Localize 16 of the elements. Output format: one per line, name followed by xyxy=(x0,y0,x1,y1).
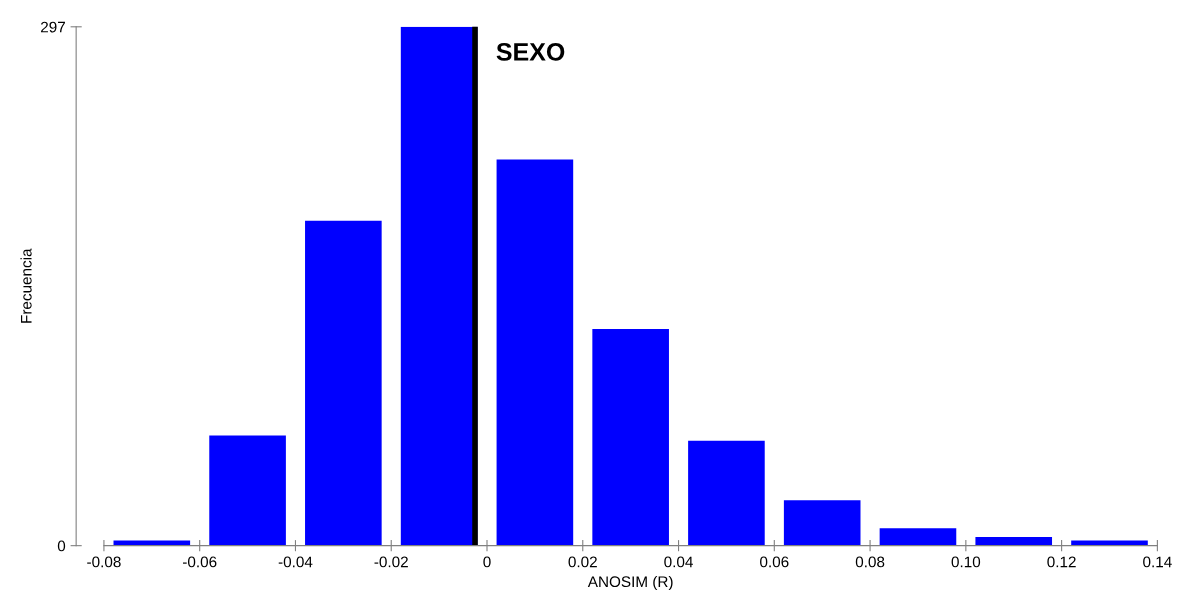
x-tick-label: 0.10 xyxy=(951,556,981,568)
x-tick-label: -0.08 xyxy=(87,556,121,568)
x-tick-label: 0.02 xyxy=(568,556,597,568)
x-tick-label: 0.08 xyxy=(855,556,885,568)
ref-line-label: SEXO xyxy=(496,43,565,61)
x-tick-label: 0.04 xyxy=(664,556,693,568)
y-tick-label: 297 xyxy=(41,21,65,33)
x-axis-title: ANOSIM (R) xyxy=(587,575,673,591)
x-tick-label: 0 xyxy=(483,556,491,568)
x-tick-label: 0.12 xyxy=(1047,556,1076,568)
x-tick-label: -0.04 xyxy=(278,556,313,568)
x-tick-label: 0.14 xyxy=(1143,556,1172,568)
x-tick-label: -0.06 xyxy=(182,556,217,568)
y-axis-title: Frecuencia xyxy=(20,248,32,323)
x-tick-label: 0.06 xyxy=(760,556,789,568)
x-tick-label: -0.02 xyxy=(374,556,408,568)
